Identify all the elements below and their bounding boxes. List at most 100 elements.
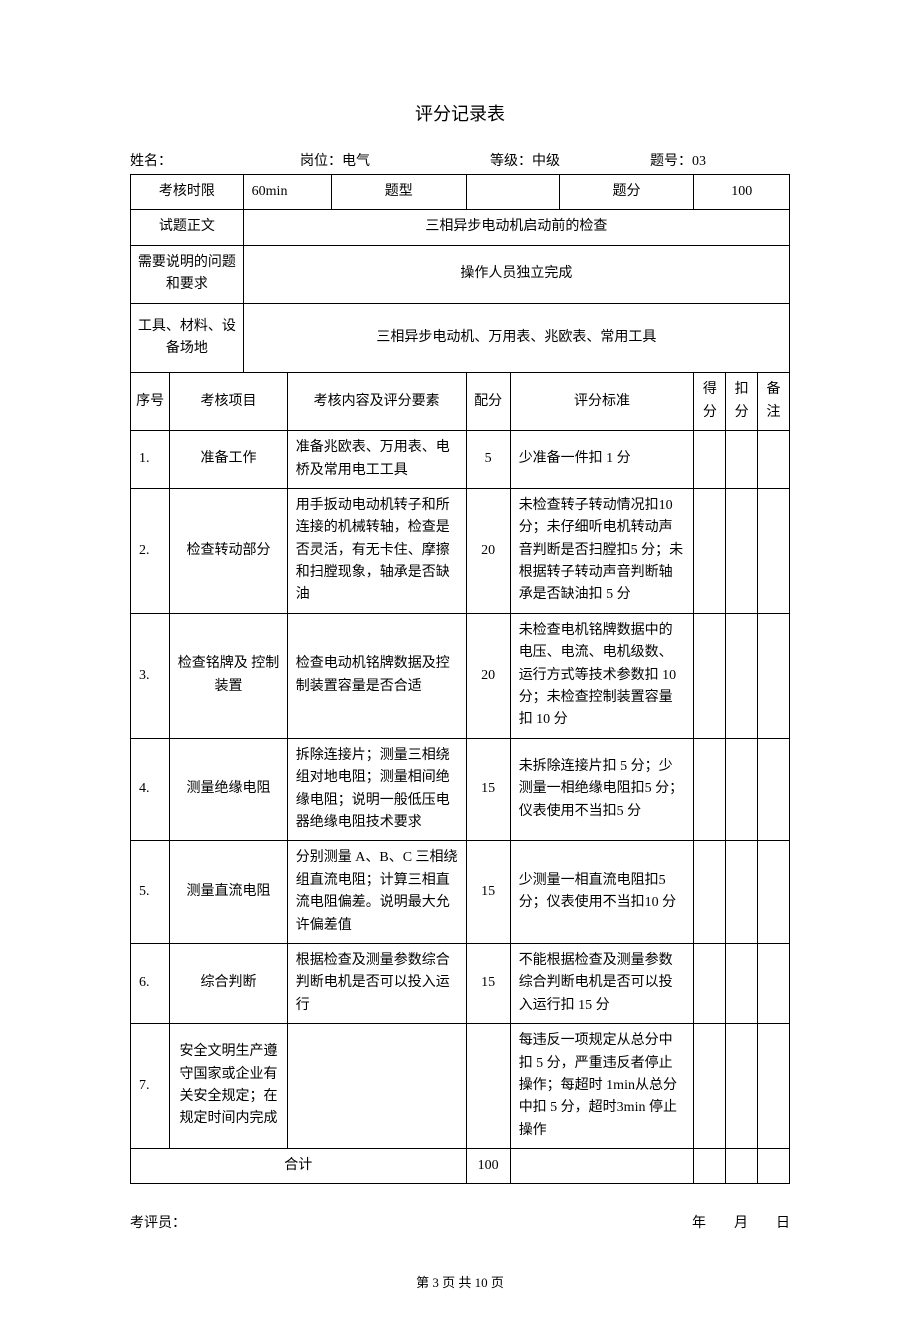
footer-line: 考评员： 年 月 日 [130,1212,790,1232]
note-cell [758,613,790,738]
date-label: 年 月 日 [692,1212,790,1232]
standard-cell: 每违反一项规定从总分中扣 5 分，严重违反者停止操作；每超时 1min从总分中扣… [510,1024,694,1149]
seq-cell: 4. [131,738,170,841]
deduct-cell [726,943,758,1023]
type-label: 题型 [331,175,466,210]
table-row: 6. 综合判断 根据检查及测量参数综合判断电机是否可以投入运行 15 不能根据检… [131,943,790,1023]
get-cell [694,431,726,489]
item-cell: 检查转动部分 [170,488,288,613]
info-row-2: 试题正文 三相异步电动机启动前的检查 [131,210,790,245]
deduct-cell [726,613,758,738]
get-cell [694,738,726,841]
standard-cell: 少准备一件扣 1 分 [510,431,694,489]
deduct-cell [726,1024,758,1149]
type-value [466,175,559,210]
seq-cell: 6. [131,943,170,1023]
note-cell [758,1024,790,1149]
standard-cell: 未检查电机铭牌数据中的电压、电流、电机级数、运行方式等技术参数扣 10 分；未检… [510,613,694,738]
seq-cell: 2. [131,488,170,613]
column-header-row: 序号 考核项目 考核内容及评分要素 配分 评分标准 得分 扣分 备注 [131,373,790,431]
content-cell [287,1024,466,1149]
seq-cell: 3. [131,613,170,738]
col-deduct: 扣分 [726,373,758,431]
get-cell [694,841,726,944]
score-table: 考核时限 60min 题型 题分 100 试题正文 三相异步电动机启动前的检查 … [130,174,790,1184]
col-note: 备注 [758,373,790,431]
score-value: 100 [694,175,790,210]
content-cell: 根据检查及测量参数综合判断电机是否可以投入运行 [287,943,466,1023]
total-row: 合计 100 [131,1149,790,1184]
deduct-cell [726,431,758,489]
col-seq: 序号 [131,373,170,431]
table-row: 5. 测量直流电阻 分别测量 A、B、C 三相绕组直流电阻；计算三相直流电阻偏差… [131,841,790,944]
name-label: 姓名： [130,150,300,170]
table-row: 3. 检查铭牌及 控制装置 检查电动机铭牌数据及控制装置容量是否合适 20 未检… [131,613,790,738]
item-cell: 测量直流电阻 [170,841,288,944]
deduct-cell [726,488,758,613]
table-row: 4. 测量绝缘电阻 拆除连接片；测量三相绕组对地电阻；测量相间绝缘电阻；说明一般… [131,738,790,841]
seq-cell: 5. [131,841,170,944]
total-get [694,1149,726,1184]
examiner-label: 考评员： [130,1212,186,1232]
post-field: 岗位：电气 [300,150,490,170]
total-value: 100 [466,1149,510,1184]
deduct-cell [726,738,758,841]
standard-cell: 少测量一相直流电阻扣5 分；仪表使用不当扣10 分 [510,841,694,944]
header-line: 姓名： 岗位：电气 等级：中级 题号：03 [130,150,790,170]
content-cell: 分别测量 A、B、C 三相绕组直流电阻；计算三相直流电阻偏差。说明最大允许偏差值 [287,841,466,944]
tools-label: 工具、材料、设备场地 [131,303,244,373]
score-cell: 15 [466,841,510,944]
item-cell: 综合判断 [170,943,288,1023]
item-cell: 检查铭牌及 控制装置 [170,613,288,738]
score-label: 题分 [559,175,694,210]
note-cell [758,943,790,1023]
note-cell [758,841,790,944]
item-cell: 准备工作 [170,431,288,489]
item-cell: 安全文明生产遵守国家或企业有关安全规定；在规定时间内完成 [170,1024,288,1149]
info-row-4: 工具、材料、设备场地 三相异步电动机、万用表、兆欧表、常用工具 [131,303,790,373]
score-cell: 5 [466,431,510,489]
score-cell [466,1024,510,1149]
score-cell: 15 [466,738,510,841]
item-cell: 测量绝缘电阻 [170,738,288,841]
content-cell: 拆除连接片；测量三相绕组对地电阻；测量相间绝缘电阻；说明一般低压电器绝缘电阻技术… [287,738,466,841]
deduct-cell [726,841,758,944]
time-limit-value: 60min [243,175,331,210]
score-cell: 20 [466,613,510,738]
note-cell [758,431,790,489]
info-row-3: 需要说明的问题和要求 操作人员独立完成 [131,245,790,303]
seq-cell: 7. [131,1024,170,1149]
get-cell [694,613,726,738]
time-limit-label: 考核时限 [131,175,244,210]
content-cell: 检查电动机铭牌数据及控制装置容量是否合适 [287,613,466,738]
grade-field: 等级：中级 [490,150,650,170]
total-note [758,1149,790,1184]
content-cell: 用手扳动电动机转子和所连接的机械转轴，检查是否灵活，有无卡住、摩擦和扫膛现象，轴… [287,488,466,613]
standard-cell: 未拆除连接片扣 5 分；少测量一相绝缘电阻扣5 分；仪表使用不当扣5 分 [510,738,694,841]
score-cell: 15 [466,943,510,1023]
table-row: 2. 检查转动部分 用手扳动电动机转子和所连接的机械转轴，检查是否灵活，有无卡住… [131,488,790,613]
col-content: 考核内容及评分要素 [287,373,466,431]
document-title: 评分记录表 [130,100,790,126]
body-label: 试题正文 [131,210,244,245]
seq-cell: 1. [131,431,170,489]
table-row: 7. 安全文明生产遵守国家或企业有关安全规定；在规定时间内完成 每违反一项规定从… [131,1024,790,1149]
body-value: 三相异步电动机启动前的检查 [243,210,789,245]
content-cell: 准备兆欧表、万用表、电桥及常用电工工具 [287,431,466,489]
get-cell [694,1024,726,1149]
num-field: 题号：03 [650,150,706,170]
info-row-1: 考核时限 60min 题型 题分 100 [131,175,790,210]
col-get: 得分 [694,373,726,431]
req-label: 需要说明的问题和要求 [131,245,244,303]
total-deduct [726,1149,758,1184]
table-row: 1. 准备工作 准备兆欧表、万用表、电桥及常用电工工具 5 少准备一件扣 1 分 [131,431,790,489]
page-number: 第 3 页 共 10 页 [130,1272,790,1291]
get-cell [694,943,726,1023]
col-score: 配分 [466,373,510,431]
note-cell [758,488,790,613]
total-label: 合计 [131,1149,467,1184]
standard-cell: 不能根据检查及测量参数综合判断电机是否可以投入运行扣 15 分 [510,943,694,1023]
col-item: 考核项目 [170,373,288,431]
note-cell [758,738,790,841]
total-standard [510,1149,694,1184]
